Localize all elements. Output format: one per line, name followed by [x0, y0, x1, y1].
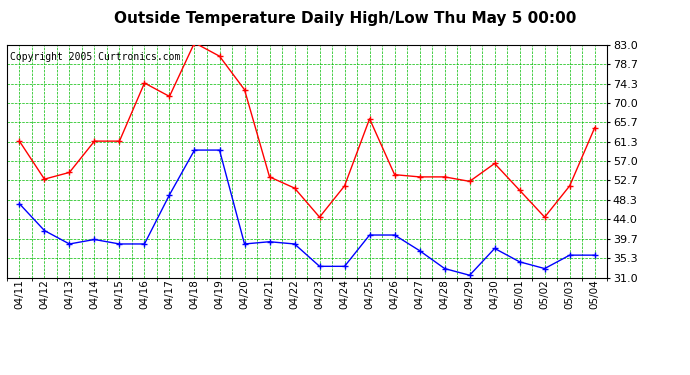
- Text: Outside Temperature Daily High/Low Thu May 5 00:00: Outside Temperature Daily High/Low Thu M…: [114, 11, 576, 26]
- Text: Copyright 2005 Curtronics.com: Copyright 2005 Curtronics.com: [10, 52, 180, 62]
